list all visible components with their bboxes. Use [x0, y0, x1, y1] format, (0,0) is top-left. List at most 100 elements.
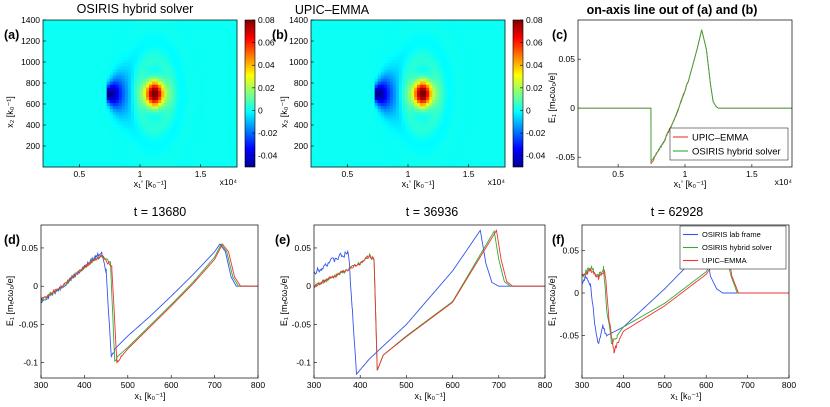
- heatmap-cell: [215, 154, 220, 159]
- heatmap-cell: [76, 72, 80, 76]
- heatmap-cell: [212, 90, 217, 94]
- heatmap-cell: [161, 136, 165, 140]
- heatmap-cell: [314, 148, 318, 153]
- heatmap-cell: [395, 56, 400, 61]
- heatmap-cell: [91, 26, 95, 30]
- heatmap-cell: [152, 163, 156, 168]
- heatmap-cell: [323, 41, 327, 45]
- heatmap-cell: [347, 75, 351, 79]
- heatmap-cell: [43, 72, 47, 76]
- heatmap-cell: [155, 35, 159, 39]
- heatmap-cell: [383, 145, 388, 150]
- heatmap-cell: [320, 23, 324, 27]
- heatmap-cell: [335, 47, 339, 52]
- heatmap-cell: [359, 78, 363, 82]
- heatmap-cell: [203, 65, 208, 70]
- heatmap-cell: [73, 93, 77, 97]
- heatmap-cell: [182, 20, 186, 24]
- heatmap-cell: [106, 130, 111, 134]
- heatmap-cell: [368, 26, 373, 30]
- heatmap-cell: [374, 23, 379, 27]
- heatmap-cell: [191, 81, 195, 85]
- heatmap-cell: [161, 26, 165, 30]
- heatmap-cell: [61, 81, 65, 85]
- heatmap-cell: [368, 69, 373, 73]
- heatmap-cell: [103, 56, 108, 61]
- heatmap-cell: [155, 29, 159, 33]
- heatmap-cell: [58, 163, 62, 168]
- heatmap-cell: [85, 139, 89, 143]
- heatmap-cell: [52, 59, 56, 64]
- heatmap-cell: [164, 111, 168, 116]
- heatmap-cell: [320, 59, 324, 64]
- heatmap-cell: [70, 102, 74, 107]
- heatmap-cell: [121, 59, 126, 64]
- heatmap-cell: [221, 139, 226, 143]
- heatmap-cell: [88, 130, 92, 134]
- heatmap-cell: [401, 20, 406, 24]
- heatmap-cell: [320, 124, 324, 128]
- heatmap-cell: [118, 87, 123, 91]
- heatmap-cell: [124, 53, 129, 58]
- heatmap-cell: [368, 133, 373, 137]
- heatmap-cell: [365, 151, 369, 156]
- heatmap-cell: [182, 90, 186, 94]
- heatmap-cell: [420, 108, 424, 113]
- heatmap-cell: [344, 163, 348, 168]
- heatmap-cell: [359, 41, 363, 45]
- heatmap-cell: [155, 53, 159, 58]
- heatmap-cell: [118, 20, 123, 24]
- heatmap-cell: [76, 59, 80, 64]
- heatmap-cell: [314, 154, 318, 159]
- heatmap-cell: [221, 148, 226, 153]
- heatmap-cell: [404, 35, 409, 39]
- heatmap-cell: [155, 56, 159, 61]
- heatmap-cell: [112, 121, 117, 125]
- heatmap-cell: [420, 75, 424, 79]
- panel-label-e: (e): [275, 233, 290, 247]
- heatmap-cell: [155, 93, 159, 97]
- heatmap-cell: [206, 148, 211, 153]
- heatmap-cell: [401, 35, 406, 39]
- heatmap-cell: [344, 99, 348, 104]
- heatmap-cell: [414, 44, 418, 48]
- heatmap-cell: [224, 151, 229, 156]
- heatmap-cell: [218, 81, 223, 85]
- heatmap-cell: [371, 38, 376, 42]
- heatmap-cell: [109, 53, 114, 58]
- heatmap-cell: [383, 41, 388, 45]
- heatmap-cell: [404, 118, 409, 122]
- heatmap-cell: [329, 72, 333, 76]
- heatmap-cell: [224, 124, 229, 128]
- heatmap-cell: [377, 142, 382, 146]
- heatmap-cell: [115, 41, 120, 45]
- heatmap-cell: [215, 75, 220, 79]
- heatmap-cell: [115, 26, 120, 30]
- heatmap-cell: [362, 41, 366, 45]
- heatmap-cell: [85, 56, 89, 61]
- heatmap-cell: [314, 136, 318, 140]
- heatmap-cell: [194, 35, 198, 39]
- heatmap-cell: [182, 38, 186, 42]
- heatmap-cell: [182, 53, 186, 58]
- heatmap-cell: [206, 121, 211, 125]
- heatmap-cell: [311, 96, 315, 101]
- heatmap-cell: [55, 87, 59, 91]
- heatmap-cell: [164, 148, 168, 153]
- heatmap-cell: [344, 72, 348, 76]
- heatmap-cell: [371, 69, 376, 73]
- heatmap-cell: [43, 151, 47, 156]
- heatmap-cell: [221, 108, 226, 113]
- heatmap-cell: [347, 133, 351, 137]
- heatmap-cell: [64, 87, 68, 91]
- heatmap-cell: [408, 93, 412, 97]
- heatmap-cell: [73, 56, 77, 61]
- heatmap-cell: [411, 53, 415, 58]
- heatmap-cell: [173, 41, 177, 45]
- heatmap-cell: [73, 32, 77, 36]
- heatmap-cell: [197, 47, 202, 52]
- heatmap-cell: [143, 114, 147, 119]
- heatmap-cell: [371, 26, 376, 30]
- heatmap-cell: [155, 111, 159, 116]
- heatmap-cell: [371, 130, 376, 134]
